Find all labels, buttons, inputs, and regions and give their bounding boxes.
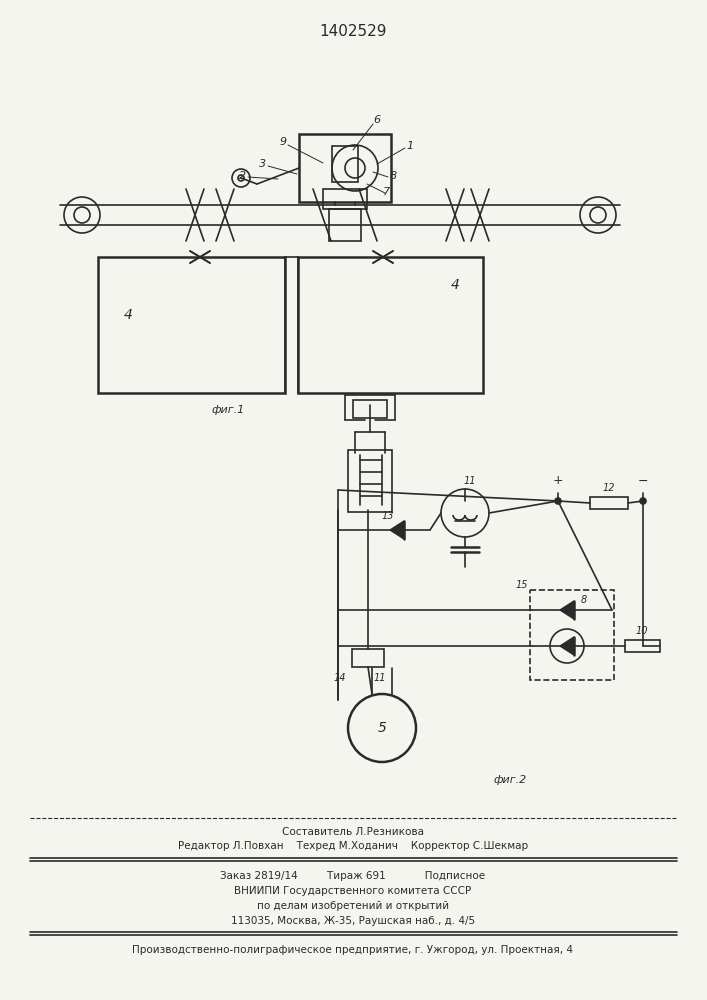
Text: Составитель Л.Резникова: Составитель Л.Резникова [282, 827, 424, 837]
Bar [329, 209, 361, 241]
Text: −: − [638, 475, 648, 488]
Bar [625, 640, 660, 652]
Text: 3: 3 [259, 159, 267, 169]
Bar [298, 257, 483, 393]
Text: 1: 1 [407, 141, 414, 151]
Text: 14: 14 [334, 673, 346, 683]
Text: 6: 6 [373, 115, 380, 125]
Text: 7: 7 [383, 187, 390, 197]
Text: фиг.2: фиг.2 [493, 775, 527, 785]
Text: 8: 8 [581, 595, 587, 605]
Circle shape [555, 498, 561, 504]
Text: 2: 2 [240, 171, 247, 181]
Polygon shape [390, 521, 404, 539]
Bar [299, 134, 391, 202]
Text: по делам изобретений и открытий: по делам изобретений и открытий [257, 901, 449, 911]
Text: ВНИИПИ Государственного комитета СССР: ВНИИПИ Государственного комитета СССР [235, 886, 472, 896]
Bar [323, 189, 367, 209]
Text: 1402529: 1402529 [320, 24, 387, 39]
Text: 113035, Москва, Ж-35, Раушская наб., д. 4/5: 113035, Москва, Ж-35, Раушская наб., д. … [231, 916, 475, 926]
Text: Редактор Л.Повхан    Техред М.Ходанич    Корректор С.Шекмар: Редактор Л.Повхан Техред М.Ходанич Корре… [178, 841, 528, 851]
Text: 5: 5 [378, 721, 387, 735]
Text: фиг.1: фиг.1 [211, 405, 245, 415]
Text: 11: 11 [374, 673, 386, 683]
Text: 8: 8 [390, 171, 397, 181]
Text: 4: 4 [450, 278, 460, 292]
Bar [353, 400, 387, 418]
Circle shape [640, 498, 646, 504]
Bar [348, 450, 392, 512]
Text: 10: 10 [636, 626, 648, 636]
Bar [352, 649, 384, 667]
Bar [332, 146, 358, 182]
Text: 12: 12 [603, 483, 615, 493]
Text: 13: 13 [382, 511, 395, 521]
Text: Заказ 2819/14         Тираж 691            Подписное: Заказ 2819/14 Тираж 691 Подписное [221, 871, 486, 881]
Bar [530, 590, 614, 680]
Polygon shape [560, 601, 574, 619]
Text: 4: 4 [124, 308, 132, 322]
Bar [98, 257, 285, 393]
Text: +: + [553, 475, 563, 488]
Text: 11: 11 [464, 476, 477, 486]
Text: 9: 9 [279, 137, 286, 147]
Text: 15: 15 [515, 580, 528, 590]
Polygon shape [560, 637, 574, 655]
Bar [590, 497, 628, 509]
Text: Производственно-полиграфическое предприятие, г. Ужгород, ул. Проектная, 4: Производственно-полиграфическое предприя… [132, 945, 573, 955]
